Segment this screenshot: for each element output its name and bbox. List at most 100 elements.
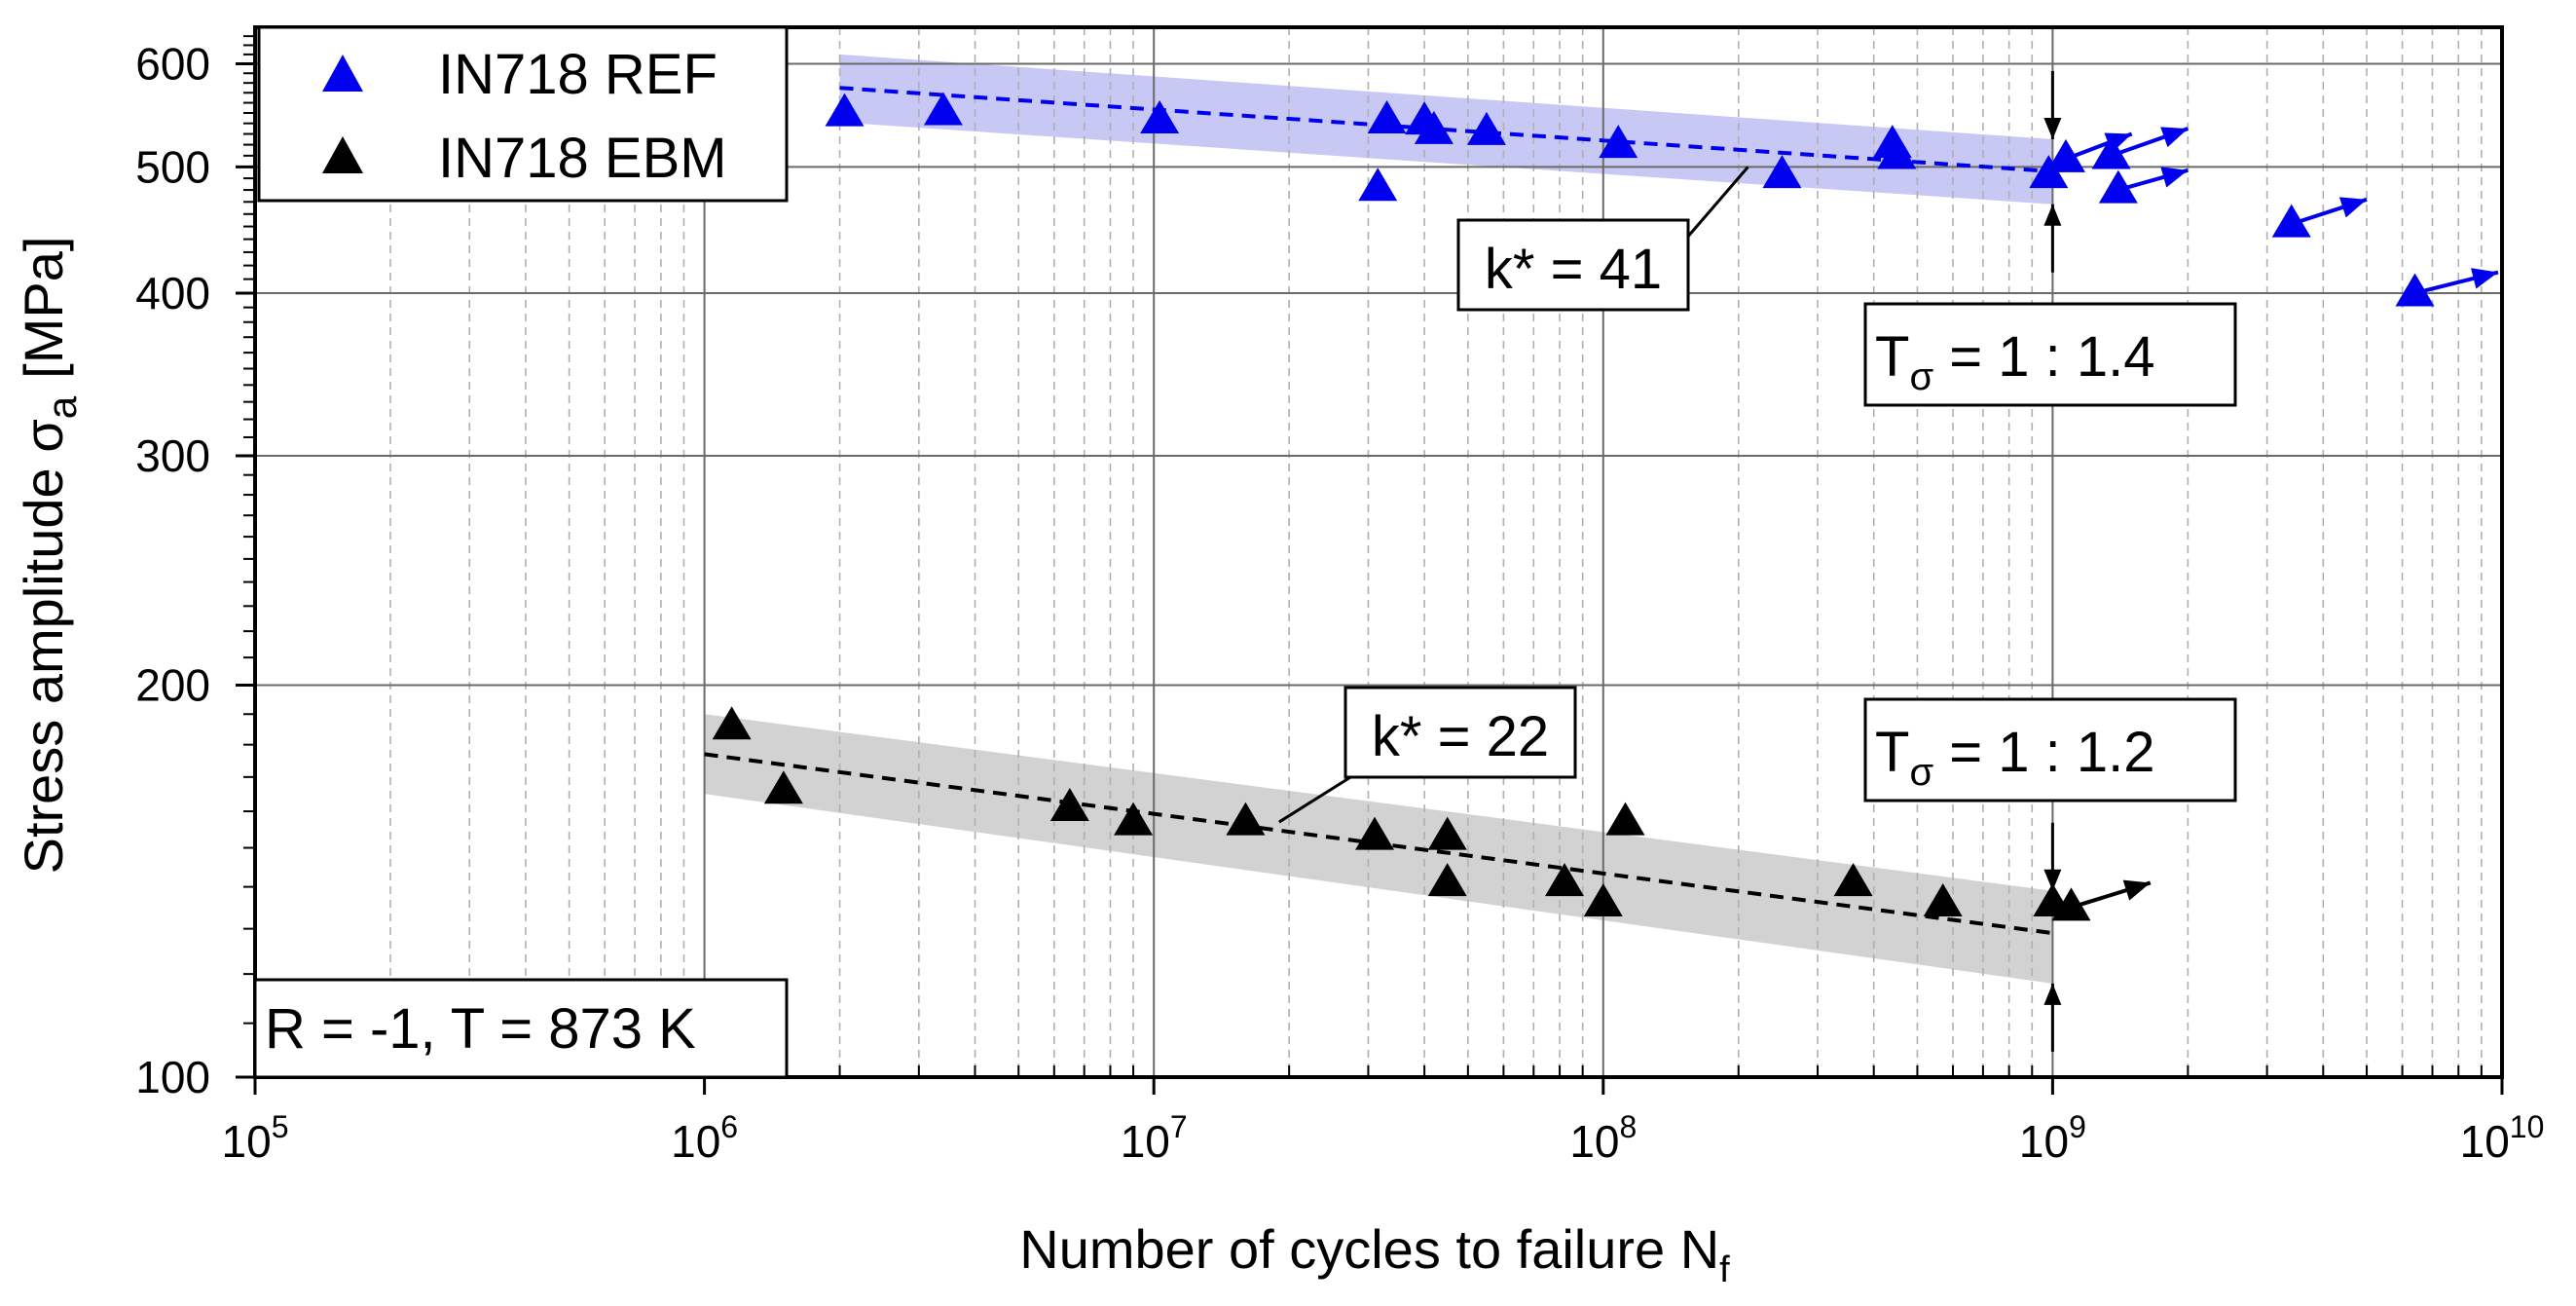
x-tick-label: 109 [2019,1109,2086,1167]
annotation-tsigma-ref: Tσ = 1 : 1.4 [1863,302,2237,407]
fit-line-ref [839,86,2053,174]
x-tick-exponent: 5 [272,1109,289,1144]
tsigma-ref-box [1863,302,2237,407]
x-tick-exponent: 10 [2510,1109,2545,1144]
data-point-ebm [1355,816,1395,850]
y-tick-label: 300 [135,430,210,481]
runout-arrow-head [2338,197,2368,218]
scatter-band-brackets [2043,71,2062,1052]
plot-frame [253,25,2504,1079]
x-tick-exponent: 7 [1170,1109,1188,1144]
x-tick-label: 107 [1121,1109,1188,1167]
data-point-ref [1367,100,1407,134]
k41-box [1456,218,1690,312]
x-tick-labels: 105 106 107 108 109 1010 [222,1109,2545,1167]
x-axis-title-main: Number of cycles to failure N [1019,1218,1719,1280]
bracket-arrow-head [2043,204,2062,226]
data-point-ref [2045,138,2085,172]
data-point-ref [1762,155,1802,189]
data-point-ebm [1114,802,1154,836]
x-tick-exponent: 9 [2069,1109,2086,1144]
legend: IN718 REF IN718 EBM [257,25,789,203]
legend-label-ref: IN718 REF [438,43,718,106]
x-tick-base: 10 [222,1116,272,1167]
x-tick-label: 1010 [2460,1109,2545,1167]
k22-leader-line [1278,772,1356,824]
data-point-ref [1466,111,1506,145]
tsigma-ref-label: Tσ = 1 : 1.4 [1875,325,2154,398]
tsigma-ref-sub: σ [1909,355,1933,398]
data-points [712,92,2435,921]
tsigma-ebm-sub: σ [1909,751,1933,794]
data-point-ebm [1923,883,1963,917]
bracket-arrow-head [2043,983,2062,1005]
y-tick-label: 400 [135,268,210,318]
annotation-tsigma-ebm: Tσ = 1 : 1.2 [1863,697,2237,802]
y-tick-label: 500 [135,141,210,192]
runout-arrow-head [2122,879,2151,901]
test-conditions-box [253,978,789,1079]
x-tick-base: 10 [2460,1116,2510,1167]
data-point-ebm [1049,788,1089,822]
k41-leader-line [1684,166,1749,240]
data-point-ref [1877,135,1917,169]
runout-arrow-head [2471,268,2498,289]
y-tick-label: 200 [135,659,210,710]
tsigma-ref-t: T [1875,325,1909,389]
x-axis-title-subscript: f [1719,1250,1730,1290]
y-axis-title-unit: [MPa] [13,237,74,379]
x-tick-label: 105 [222,1109,289,1167]
runout-arrows [2065,127,2499,910]
y-tick-labels: 100 200 300 400 500 600 [135,38,210,1102]
data-point-ebm [1427,863,1467,897]
data-point-ebm [1545,863,1585,897]
x-axis-title: Number of cycles to failure Nf [1019,1218,1730,1290]
runout-arrow-head [2160,167,2189,188]
data-point-ref [2395,273,2435,307]
annotation-k22: k* = 22 [1278,686,1577,824]
data-point-ref [1358,168,1398,202]
bracket-arrow-head [2043,118,2062,140]
legend-label-ebm: IN718 EBM [438,127,727,190]
data-point-ebm [763,770,803,804]
k22-label: k* = 22 [1372,705,1549,768]
x-tick-exponent: 8 [1619,1109,1637,1144]
x-tick-base: 10 [1569,1116,1619,1167]
test-conditions-label: R = -1, T = 873 K [265,997,696,1061]
axis-ticks [236,35,2504,1095]
annotation-test-conditions: R = -1, T = 873 K [253,978,789,1079]
tsigma-ebm-label: Tσ = 1 : 1.2 [1875,721,2154,794]
tsigma-ref-value: = 1 : 1.4 [1933,325,2154,389]
legend-marker-ebm [322,136,363,173]
data-point-ebm [1605,802,1645,836]
bracket-arrow-head [2043,869,2062,891]
y-tick-label: 600 [135,38,210,89]
tsigma-ebm-box [1863,697,2237,802]
x-tick-exponent: 6 [720,1109,738,1144]
data-point-ebm [712,706,752,740]
k22-box [1343,686,1577,779]
runout-arrow-head [2160,127,2189,148]
x-tick-base: 10 [2019,1116,2069,1167]
data-point-ebm [1226,802,1266,836]
x-tick-label: 106 [671,1109,738,1167]
data-point-ebm [2051,887,2091,921]
data-point-ebm [1427,816,1467,850]
data-point-ebm [1833,863,1873,897]
data-point-ref [825,93,865,127]
data-point-ref [2091,135,2131,169]
data-point-ref [923,92,963,126]
data-point-ref [1414,110,1454,144]
annotation-k41: k* = 41 [1456,166,1749,312]
x-tick-base: 10 [671,1116,720,1167]
data-point-ref [2098,169,2138,204]
y-axis-title-subscript: a [39,395,85,419]
tsigma-ebm-value: = 1 : 1.2 [1933,721,2154,784]
y-axis-title-main: Stress amplitude σ [13,419,74,874]
k41-label: k* = 41 [1485,238,1662,301]
y-tick-label: 100 [135,1052,210,1102]
minor-gridlines [389,27,2483,1077]
data-point-ref [2271,204,2311,238]
data-point-ref [1599,125,1638,159]
